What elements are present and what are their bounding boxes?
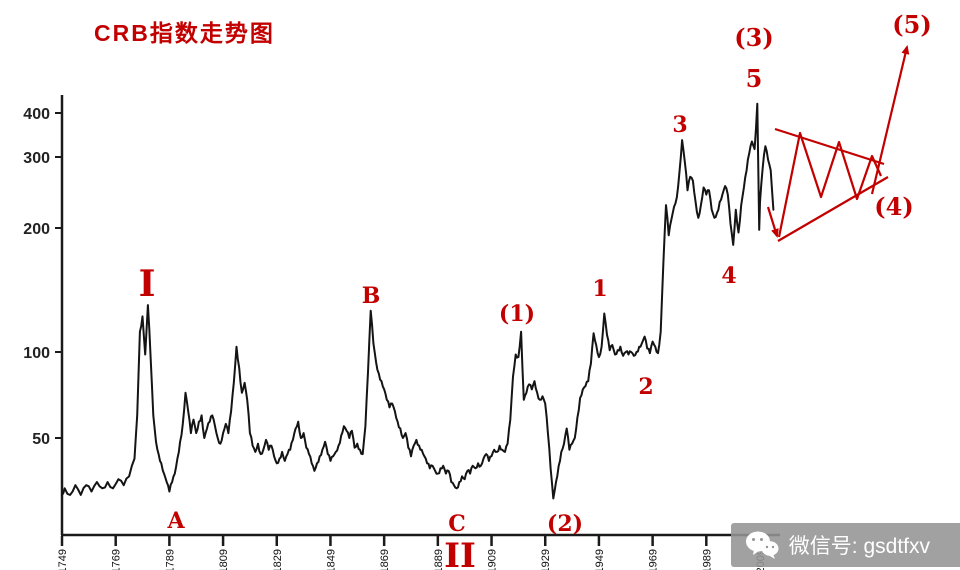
x-tick-label: 1749: [57, 549, 69, 570]
wave-label: 3: [672, 112, 687, 138]
wave-label: 1: [592, 276, 607, 302]
projection-arrow: [870, 45, 910, 195]
y-tick-label: 200: [23, 221, 50, 238]
x-tick-label: 1889: [433, 549, 445, 570]
y-tick-label: 400: [23, 106, 50, 123]
x-tick-label: 1969: [648, 549, 660, 570]
x-tick-label: 1909: [487, 549, 499, 570]
price-line: [61, 102, 775, 500]
x-tick-label: 1769: [111, 549, 123, 570]
x-tick-label: 1849: [325, 549, 337, 570]
wave-label: B: [362, 283, 381, 309]
x-tick-label: 1869: [379, 549, 391, 570]
watermark-badge: 微信号: gsdtfxv: [730, 523, 960, 567]
x-tick-label: 1809: [218, 549, 230, 570]
projection-line: [777, 176, 889, 242]
wave-label: 2: [638, 374, 653, 400]
wave-label: (5): [892, 10, 931, 39]
wave-label: (1): [499, 301, 535, 327]
x-tick-label: 1989: [701, 549, 713, 570]
x-tick-label: 1829: [272, 549, 284, 570]
x-tick-label: 1929: [540, 549, 552, 570]
wave-label: (4): [874, 192, 913, 221]
x-tick-label: 1789: [164, 549, 176, 570]
watermark-text: 微信号: gsdtfxv: [788, 535, 930, 558]
wechat-icon: [745, 531, 779, 559]
y-tick-label: 100: [23, 345, 50, 362]
wave-label: (2): [547, 511, 583, 537]
wave-label: 5: [746, 64, 763, 93]
projection-arrow: [766, 206, 779, 238]
y-tick-label: 300: [23, 150, 50, 167]
page-title: CRB指数走势图: [94, 20, 275, 46]
wave-label: II: [444, 536, 476, 570]
y-tick-label: 50: [32, 431, 50, 448]
wave-label: A: [166, 508, 185, 534]
wave-label: (3): [734, 23, 773, 52]
projection-line: [774, 127, 885, 166]
wave-label: 4: [721, 263, 736, 289]
wave-label: I: [139, 263, 156, 305]
x-tick-label: 1949: [594, 549, 606, 570]
projection-line: [777, 131, 883, 238]
wave-label: C: [448, 511, 466, 537]
